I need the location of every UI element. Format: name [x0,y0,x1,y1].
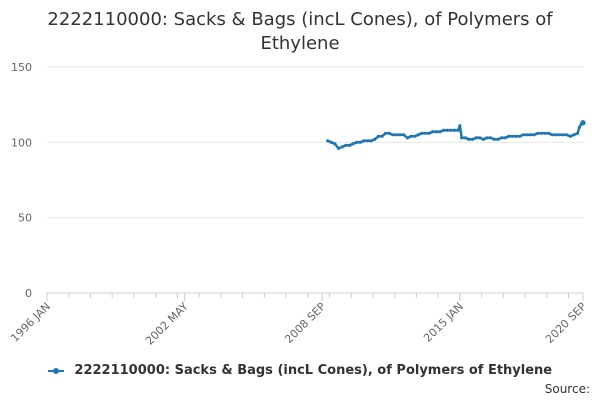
data-point [329,140,333,144]
data-point [434,130,438,134]
data-point [485,136,489,140]
data-point [557,133,562,137]
data-point [532,133,536,137]
data-point [568,134,572,138]
data-point [394,133,399,137]
last-data-point [580,120,586,126]
data-point [427,131,431,135]
chart-title-line-1: 2222110000: Sacks & Bags (incL Cones), o… [47,9,553,30]
data-point [398,133,402,137]
data-point [362,139,366,143]
data-point [492,137,496,141]
data-point [336,146,341,150]
data-point [543,131,547,135]
data-point [344,143,348,147]
data-point [391,133,395,137]
data-point [478,136,482,140]
data-point [503,136,507,140]
data-point [550,133,554,137]
legend-swatch-icon [47,366,64,376]
x-tick-label: 2020 SEP [543,300,589,346]
data-point [528,133,533,137]
data-point [496,137,500,141]
y-tick-label: 0 [25,287,32,300]
data-point [412,134,417,138]
x-tick-label: 2002 MAY [143,300,191,348]
data-point [577,125,581,129]
y-tick-label: 50 [18,212,32,225]
data-point [431,130,435,134]
data-point [572,133,576,137]
data-point [565,133,569,137]
data-point [518,134,522,138]
data-point [470,137,475,141]
data-point [507,134,511,138]
data-point [463,136,467,140]
data-point [458,124,462,128]
credits-text[interactable]: Source: [544,382,590,396]
data-point [402,133,406,137]
data-point [474,136,478,140]
data-point [373,137,377,141]
data-point [521,133,525,137]
data-point [420,131,424,135]
x-tick-label: 2015 JAN [421,300,466,345]
data-point [499,136,504,140]
legend-label: 2222110000: Sacks & Bags (incL Cones), o… [74,363,553,378]
x-tick-label: 1996 JAN [8,300,53,345]
data-point [416,133,420,137]
legend-dot [52,367,59,374]
data-point [467,137,471,141]
data-point [380,134,384,138]
data-point [539,131,543,135]
data-point [387,131,391,135]
data-point [423,131,428,135]
chart-title-line-2: Ethylene [260,33,340,54]
data-point [326,139,330,143]
data-point [514,134,518,138]
series-line [327,121,584,150]
data-point [351,142,355,146]
data-point [333,142,337,146]
data-point [575,131,580,135]
data-point [546,131,551,135]
data-point [536,131,540,135]
data-point [449,128,453,132]
data-point [441,128,446,132]
data-point [489,136,493,140]
data-point [452,128,457,132]
y-tick-label: 100 [11,136,32,149]
data-point [384,131,388,135]
y-tick-label: 150 [11,61,32,74]
legend[interactable]: 2222110000: Sacks & Bags (incL Cones), o… [0,363,600,378]
data-point [510,134,514,138]
data-point [460,136,464,140]
chart-title: 2222110000: Sacks & Bags (incL Cones), o… [0,8,600,56]
data-point [376,134,380,138]
data-point [438,130,442,134]
data-point [369,139,373,143]
data-point [561,133,565,137]
data-point [409,134,413,138]
data-point [554,133,558,137]
data-point [347,143,352,147]
x-tick-label: 2008 SEP [282,300,328,346]
data-point [355,140,359,144]
data-point [456,128,460,132]
data-point [358,140,362,144]
data-point [481,137,486,141]
data-point [405,136,409,140]
data-point [340,145,344,149]
data-point [365,139,370,143]
data-point [445,128,449,132]
data-point [525,133,529,137]
